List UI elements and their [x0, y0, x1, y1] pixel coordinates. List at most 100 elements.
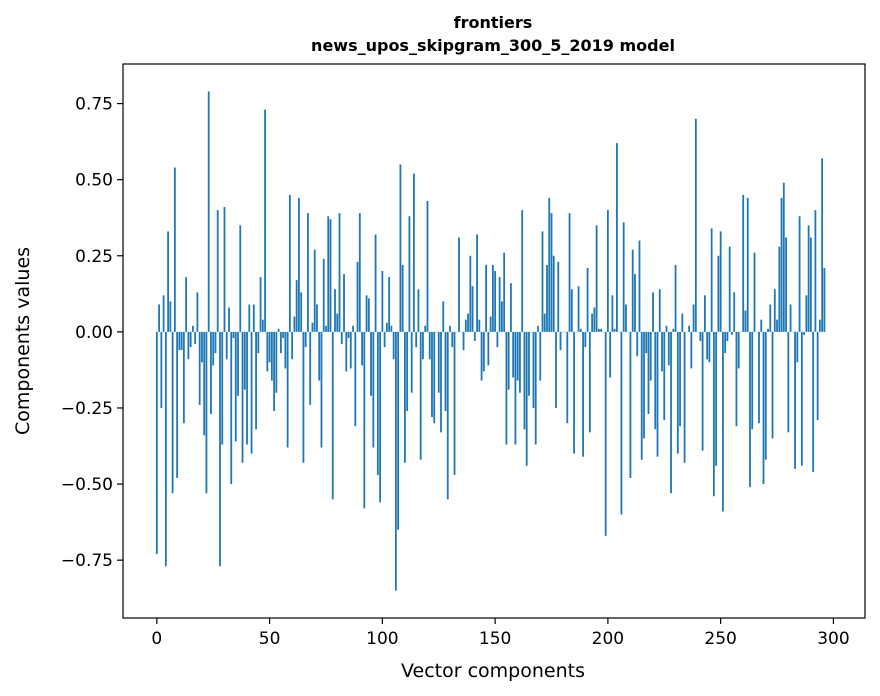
bar — [322, 258, 325, 332]
bar — [591, 313, 593, 332]
bar — [408, 216, 411, 332]
bar — [282, 331, 285, 338]
bar — [309, 331, 312, 405]
bar — [424, 325, 427, 332]
bar — [762, 331, 765, 485]
bar — [812, 331, 815, 472]
bar — [715, 331, 718, 466]
bar — [771, 331, 774, 439]
bar — [173, 167, 176, 332]
bar — [196, 292, 199, 332]
bar — [302, 331, 305, 463]
bar — [316, 304, 318, 332]
bar — [433, 331, 436, 424]
bar — [600, 328, 603, 332]
y-tick-label: 0.25 — [75, 247, 113, 267]
bar — [559, 331, 562, 351]
bar — [683, 331, 686, 463]
bar — [507, 331, 510, 390]
bar — [397, 331, 400, 530]
bar — [338, 213, 341, 332]
bar — [268, 331, 271, 363]
bar — [250, 331, 253, 454]
bar — [809, 237, 812, 332]
bar — [726, 331, 729, 341]
bar — [516, 331, 519, 381]
bar — [699, 331, 702, 341]
bar — [451, 331, 454, 348]
bar — [785, 237, 787, 332]
bar — [363, 331, 366, 509]
bar — [214, 331, 217, 354]
bar — [537, 325, 539, 332]
bar — [496, 331, 499, 348]
chart-title: frontiers — [454, 13, 533, 32]
bar — [645, 331, 648, 354]
bar — [816, 331, 819, 421]
bar — [291, 331, 294, 360]
bar — [295, 280, 298, 332]
bar — [494, 270, 497, 332]
bar — [304, 331, 307, 348]
bar — [681, 313, 684, 332]
bar — [546, 264, 548, 332]
bar — [557, 261, 560, 332]
bar — [782, 182, 785, 332]
bar — [534, 331, 537, 445]
bar — [243, 331, 246, 390]
bar — [670, 331, 672, 494]
bar — [548, 197, 551, 332]
bar — [728, 246, 731, 332]
bar — [579, 328, 582, 332]
bar — [275, 331, 278, 393]
bar — [365, 295, 368, 332]
bar — [647, 331, 650, 415]
x-tick-label: 250 — [704, 629, 736, 649]
bar — [376, 331, 379, 475]
bar — [401, 264, 404, 332]
bar — [690, 331, 693, 369]
bar — [733, 292, 736, 332]
bar — [189, 331, 192, 348]
y-tick-label: 0.75 — [75, 95, 113, 115]
bar — [794, 331, 796, 469]
bar — [744, 310, 747, 332]
bar — [543, 313, 546, 332]
bars-group — [155, 91, 826, 591]
x-tick-label: 200 — [592, 629, 624, 649]
y-tick-label: −0.50 — [61, 475, 113, 495]
bar — [158, 304, 160, 332]
bar — [703, 295, 706, 332]
bar — [444, 331, 447, 412]
bar — [676, 331, 679, 454]
bar — [552, 255, 555, 332]
bar — [458, 237, 460, 332]
bar — [823, 267, 826, 332]
bar — [385, 322, 388, 332]
bar — [370, 331, 372, 396]
bar — [760, 319, 763, 332]
bar — [399, 164, 402, 332]
y-axis: 0.75 0.50 0.25 0.00 −0.25 −0.50 −0.75 — [61, 95, 123, 571]
bar — [625, 304, 627, 332]
bar — [694, 118, 697, 332]
bar — [194, 331, 197, 345]
bar — [446, 331, 449, 500]
bar — [182, 331, 185, 424]
bar — [230, 331, 233, 485]
bar — [279, 331, 282, 354]
bar — [640, 331, 643, 460]
bar — [422, 331, 424, 360]
bar — [818, 319, 821, 332]
bar — [358, 213, 361, 332]
bar — [643, 331, 645, 439]
bar — [491, 264, 494, 332]
bar — [616, 143, 618, 332]
bar — [318, 331, 321, 381]
bar — [500, 301, 503, 332]
bar — [611, 295, 614, 332]
bar — [329, 219, 332, 332]
bar — [336, 313, 339, 332]
bar — [392, 331, 395, 360]
